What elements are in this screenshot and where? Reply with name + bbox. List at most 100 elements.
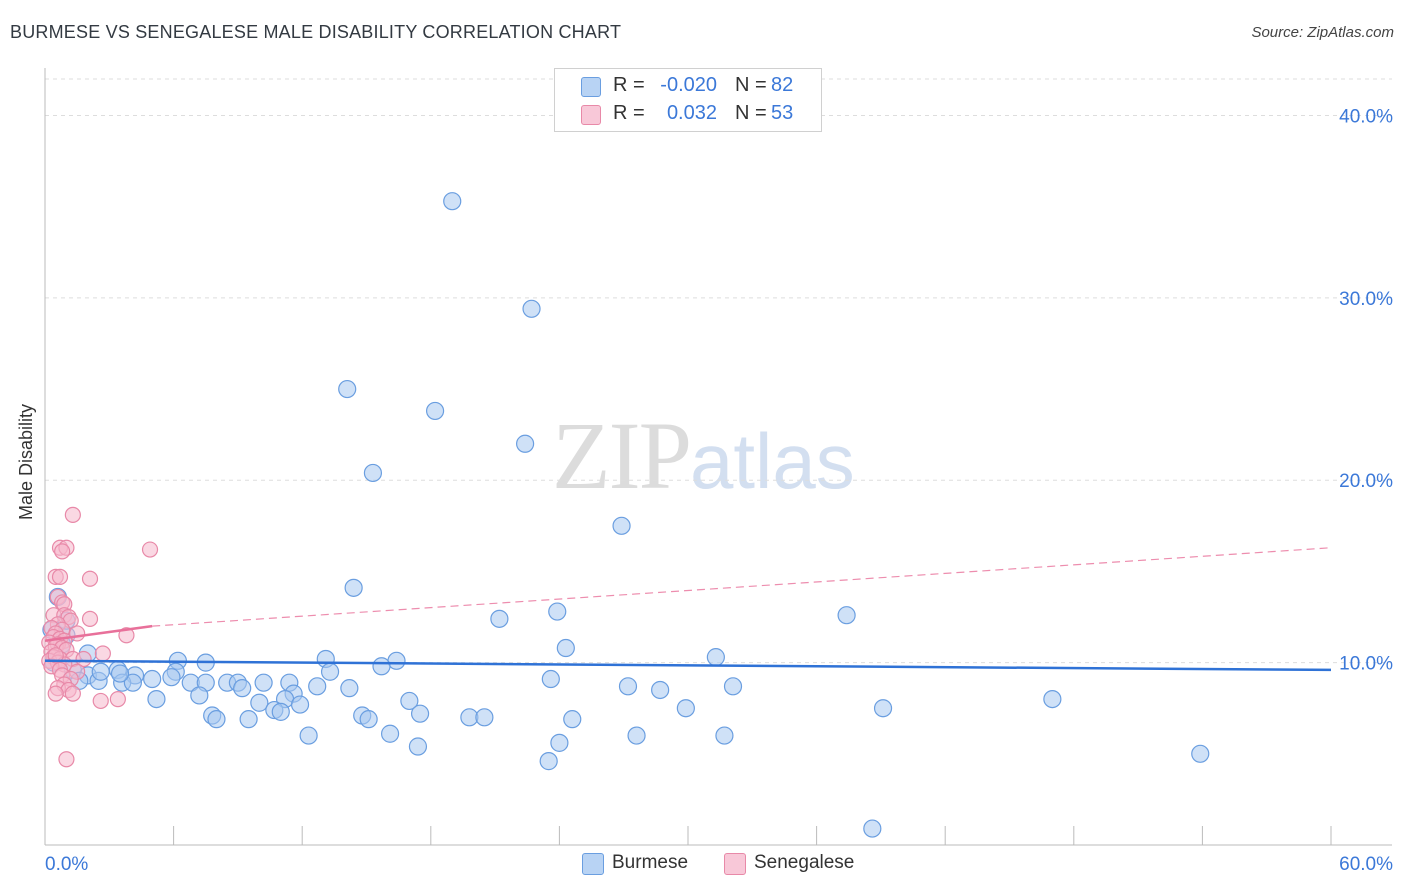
watermark-atlas: atlas bbox=[690, 417, 855, 505]
senegalese-point bbox=[54, 543, 71, 560]
burmese-trend-line bbox=[44, 659, 1332, 672]
burmese-point bbox=[863, 819, 882, 838]
burmese-point bbox=[372, 657, 391, 676]
burmese-point bbox=[627, 726, 646, 745]
senegalese-point bbox=[47, 685, 64, 702]
senegalese-trend-line bbox=[44, 624, 153, 642]
burmese-point bbox=[320, 662, 340, 681]
senegalese-point bbox=[75, 650, 92, 668]
burmese-point bbox=[299, 726, 318, 745]
senegalese-trend-extension bbox=[152, 547, 1332, 627]
burmese-point bbox=[410, 704, 430, 723]
senegalese-point bbox=[64, 506, 81, 523]
bottom-legend-label: Burmese bbox=[612, 852, 689, 873]
legend-row-burmese: R = -0.020 N = 82 bbox=[555, 72, 821, 100]
burmese-point bbox=[563, 710, 582, 729]
burmese-swatch bbox=[581, 77, 601, 97]
y-tick-label: 20.0% bbox=[1339, 471, 1393, 492]
y-axis-label: Male Disability bbox=[16, 403, 36, 520]
y-tick-label: 30.0% bbox=[1339, 289, 1393, 310]
y-tick-label: 10.0% bbox=[1339, 654, 1393, 675]
senegalese-point bbox=[58, 751, 75, 768]
burmese-point bbox=[338, 379, 357, 399]
watermark: ZIPatlas bbox=[552, 400, 855, 511]
legend-n-value: 82 bbox=[771, 74, 794, 96]
burmese-point bbox=[676, 699, 695, 718]
burmese-point bbox=[837, 606, 856, 625]
legend-n-value: 53 bbox=[771, 102, 794, 124]
burmese-point bbox=[190, 686, 209, 705]
burmese-point bbox=[344, 578, 363, 597]
burmese-point bbox=[556, 638, 575, 658]
burmese-point bbox=[359, 710, 378, 729]
burmese-point bbox=[308, 677, 327, 696]
burmese-point bbox=[1043, 689, 1062, 709]
burmese-point bbox=[425, 401, 445, 421]
burmese-point bbox=[380, 724, 400, 743]
burmese-point bbox=[233, 679, 252, 698]
senegalese-point bbox=[94, 645, 111, 662]
burmese-point bbox=[271, 702, 290, 721]
burmese-point bbox=[475, 708, 494, 727]
legend-r-value: -0.020 bbox=[660, 74, 717, 96]
burmese-point bbox=[522, 299, 541, 318]
source-label: Source: ZipAtlas.com bbox=[1251, 24, 1394, 41]
senegalese-point bbox=[51, 568, 69, 586]
burmese-swatch bbox=[582, 853, 604, 875]
legend-row-senegalese: R = 0.032 N = 53 bbox=[555, 100, 821, 128]
burmese-point bbox=[715, 726, 734, 745]
burmese-point bbox=[207, 710, 226, 729]
senegalese-point bbox=[109, 690, 126, 708]
legend-n-label: N = bbox=[735, 102, 767, 124]
burmese-point bbox=[539, 752, 558, 771]
senegalese-point bbox=[141, 541, 159, 558]
y-tick-label: 40.0% bbox=[1339, 106, 1393, 127]
x-tick-label: 60.0% bbox=[1339, 854, 1393, 875]
senegalese-point bbox=[64, 685, 81, 702]
burmese-point bbox=[239, 710, 258, 729]
burmese-point bbox=[723, 677, 743, 696]
correlation-legend: R = -0.020 N = 82 R = 0.032 N = 53 bbox=[554, 68, 822, 132]
senegalese-point bbox=[47, 647, 64, 664]
burmese-point bbox=[1191, 744, 1210, 763]
burmese-point bbox=[250, 693, 269, 712]
senegalese-swatch bbox=[581, 105, 601, 125]
burmese-point bbox=[490, 609, 509, 628]
burmese-point bbox=[516, 434, 535, 453]
senegalese-point bbox=[118, 627, 135, 644]
burmese-point bbox=[123, 673, 142, 692]
senegalese-point bbox=[81, 570, 99, 587]
burmese-point bbox=[363, 463, 383, 483]
burmese-point bbox=[162, 668, 181, 687]
legend-r-value: 0.032 bbox=[666, 102, 717, 124]
legend-n-label: N = bbox=[735, 74, 767, 96]
burmese-point bbox=[612, 516, 631, 535]
burmese-point bbox=[400, 691, 419, 711]
senegalese-point bbox=[81, 610, 99, 627]
burmese-point bbox=[548, 602, 567, 621]
legend-r-label: R = bbox=[613, 74, 645, 96]
burmese-point bbox=[254, 673, 273, 692]
burmese-point bbox=[651, 680, 670, 700]
burmese-point bbox=[873, 699, 893, 718]
burmese-point bbox=[706, 648, 725, 667]
burmese-point bbox=[91, 662, 110, 681]
burmese-point bbox=[618, 677, 638, 696]
burmese-point bbox=[143, 669, 162, 689]
x-tick-label: 0.0% bbox=[45, 854, 88, 875]
senegalese-point bbox=[92, 692, 109, 710]
burmese-point bbox=[147, 689, 166, 709]
bottom-legend-label: Senegalese bbox=[754, 852, 855, 873]
burmese-point bbox=[110, 664, 130, 683]
watermark-zip: ZIP bbox=[552, 402, 692, 509]
burmese-point bbox=[443, 192, 462, 211]
chart-title: BURMESE VS SENEGALESE MALE DISABILITY CO… bbox=[10, 22, 622, 42]
burmese-point bbox=[541, 669, 560, 689]
senegalese-swatch bbox=[724, 853, 746, 875]
burmese-point bbox=[408, 737, 428, 756]
burmese-point bbox=[550, 733, 569, 752]
burmese-point bbox=[290, 695, 310, 714]
legend-r-label: R = bbox=[613, 102, 645, 124]
burmese-point bbox=[340, 679, 359, 698]
